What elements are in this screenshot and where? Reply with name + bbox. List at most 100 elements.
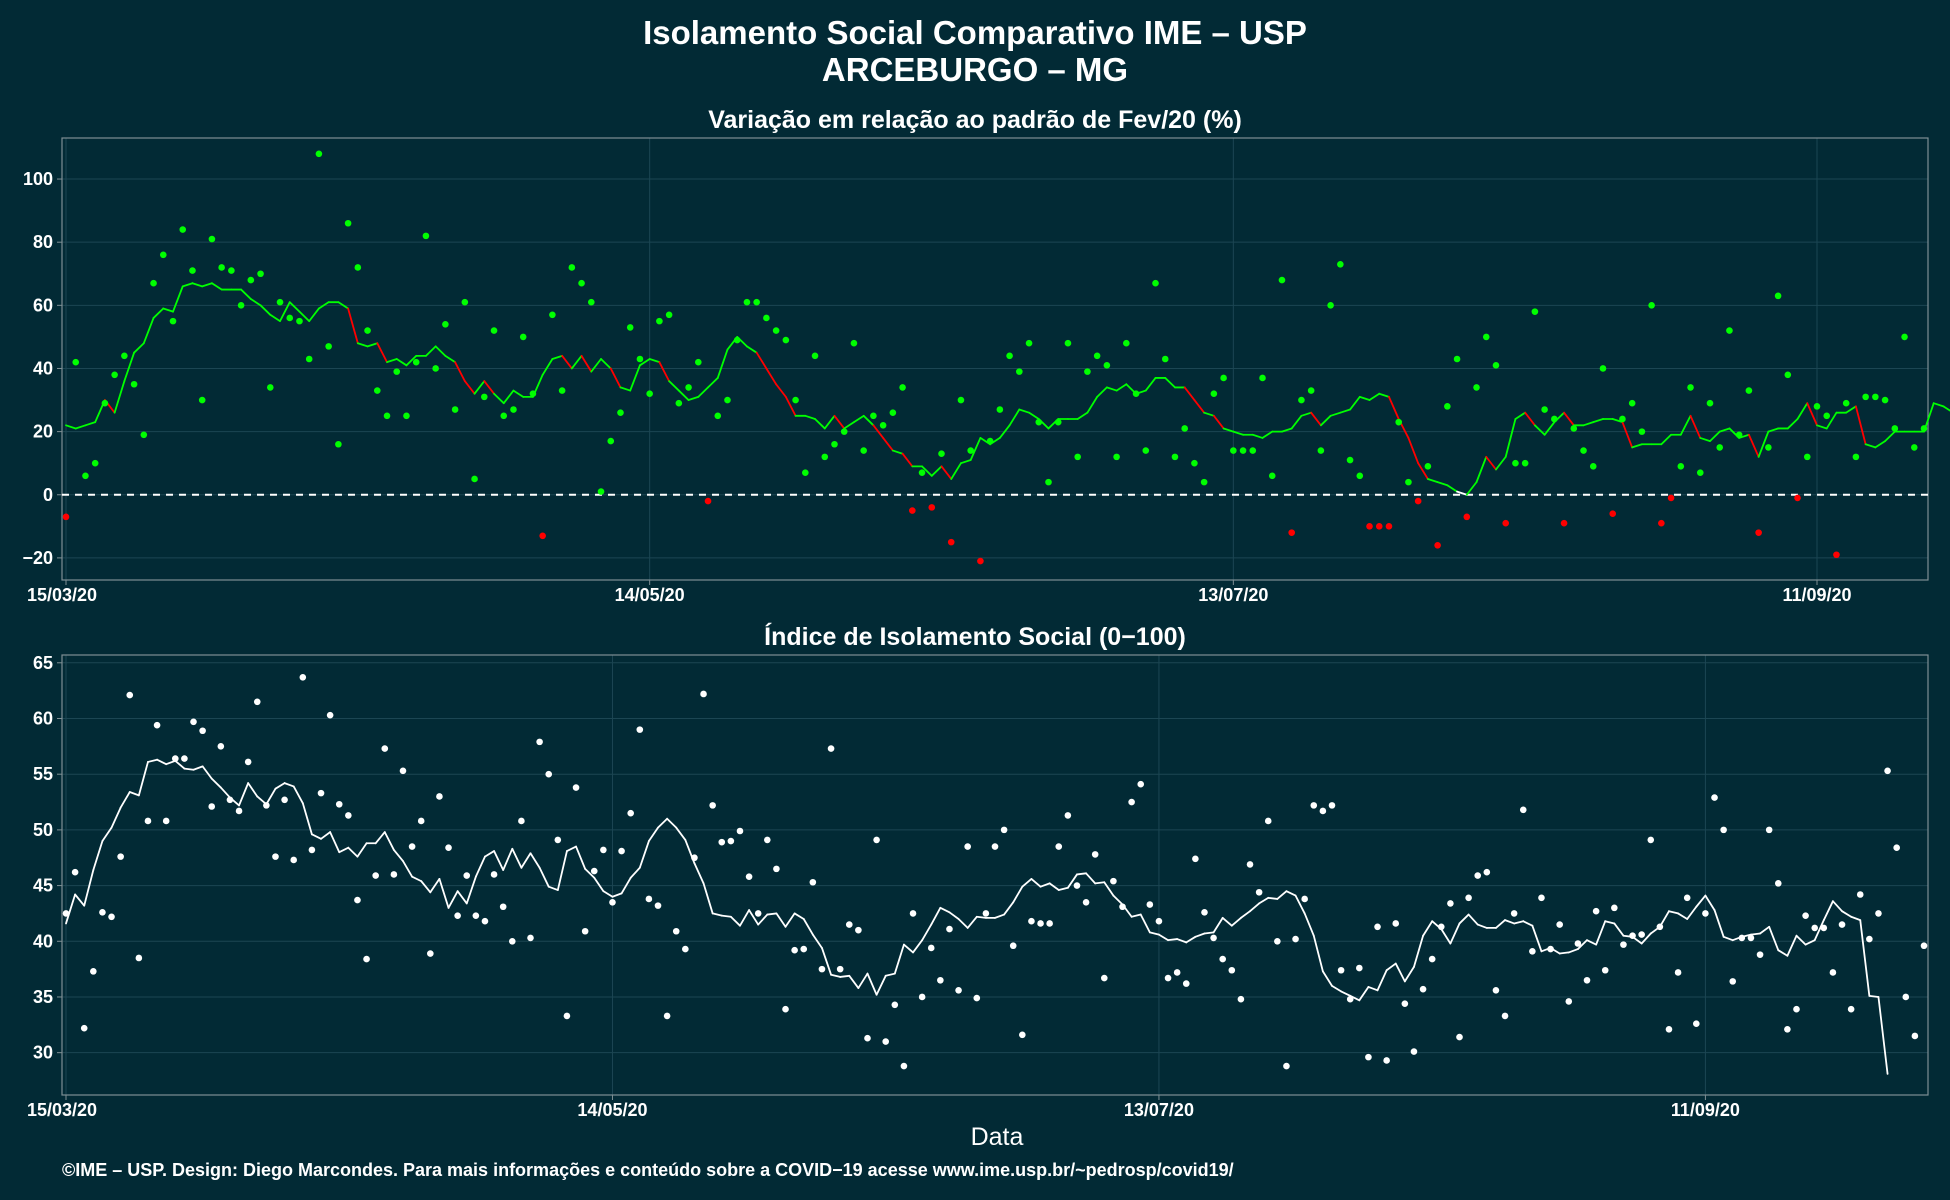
data-point [578, 279, 585, 287]
data-point [1711, 794, 1718, 801]
trend-line-segment [1563, 411, 1575, 427]
trend-line-segment [1582, 421, 1595, 427]
trend-line-segment [444, 354, 457, 364]
trend-line-segment [566, 845, 577, 852]
data-point [1473, 384, 1480, 391]
data-point [665, 311, 673, 319]
data-point [527, 934, 534, 942]
data-point [217, 743, 225, 750]
trend-line-segment [1385, 962, 1397, 972]
data-point [656, 317, 663, 325]
data-point [1035, 418, 1043, 426]
trend-line-segment [1446, 484, 1458, 493]
data-point [1025, 339, 1033, 347]
y-tick-label: 50 [33, 820, 53, 840]
data-point [1620, 941, 1627, 948]
data-point [1592, 907, 1600, 915]
data-point [1356, 472, 1364, 480]
trend-line-segment [1748, 433, 1760, 458]
data-point [860, 447, 867, 454]
data-point [617, 409, 624, 416]
data-point [393, 368, 401, 375]
trend-line-segment [960, 459, 972, 465]
data-point [1638, 931, 1645, 938]
data-point [909, 507, 916, 514]
data-point [1823, 412, 1831, 420]
y-tick-label: 65 [33, 653, 53, 673]
data-point [1264, 817, 1272, 825]
data-point [1239, 447, 1247, 454]
data-point [1419, 985, 1427, 993]
trend-line-segment [556, 850, 568, 891]
trend-line-segment [192, 765, 204, 771]
data-point [590, 867, 598, 875]
data-point [1784, 371, 1792, 379]
trend-line-segment [156, 758, 168, 766]
trend-line-segment [269, 313, 281, 323]
trend-line-segment [283, 782, 295, 788]
data-point [190, 718, 197, 726]
data-point [609, 898, 616, 906]
trend-line-segment [814, 418, 826, 430]
trend-line-segment [1806, 402, 1818, 427]
data-point [171, 755, 179, 762]
trend-line-segment [872, 424, 885, 439]
data-point [1696, 469, 1704, 476]
data-point [1852, 453, 1860, 461]
trend-line-segment [113, 380, 126, 414]
data-point [1638, 428, 1646, 435]
data-point [1774, 880, 1782, 887]
trend-line-segment [183, 767, 195, 771]
data-point [1255, 888, 1263, 896]
trend-line-segment [1514, 411, 1527, 420]
data-point [955, 986, 962, 994]
trend-line-segment [1222, 427, 1235, 433]
trend-line-segment [1786, 934, 1798, 957]
y-tick-label: 40 [33, 358, 53, 378]
trend-line-segment [128, 791, 140, 797]
data-point [529, 390, 537, 398]
trend-line-segment [848, 974, 860, 989]
data-point [645, 895, 653, 903]
data-point [675, 399, 683, 407]
data-point [159, 251, 167, 259]
trend-line-segment [1558, 951, 1570, 955]
data-point [1829, 969, 1837, 976]
data-point [1161, 355, 1169, 363]
data-point [480, 393, 488, 401]
data-point [899, 384, 906, 391]
data-point [1155, 917, 1163, 925]
data-point [481, 917, 489, 925]
trend-line-segment [1368, 392, 1381, 401]
data-point [977, 557, 984, 565]
data-point [1521, 459, 1529, 467]
data-point [1405, 478, 1412, 486]
data-point [445, 844, 452, 852]
trend-line-segment [133, 342, 145, 354]
trend-line-segment [1531, 924, 1543, 953]
trend-line-segment [83, 869, 95, 907]
trend-line-segment [1850, 915, 1862, 922]
trend-line-segment [1018, 408, 1030, 414]
trend-line-segment [1310, 411, 1322, 427]
data-point [432, 365, 439, 372]
trend-line-segment [1285, 890, 1297, 897]
trend-line-segment [765, 367, 778, 386]
trend-line-segment [998, 424, 1011, 439]
data-point [408, 843, 416, 850]
trend-line-segment [374, 831, 386, 845]
data-point [101, 399, 109, 407]
trend-line-segment [1021, 877, 1033, 888]
trend-line-segment [1376, 969, 1388, 992]
x-axis-label: Data [971, 1123, 1024, 1151]
data-point [1046, 920, 1053, 927]
trend-line-segment [1458, 913, 1470, 925]
trend-line-segment [1524, 411, 1536, 427]
data-point [1609, 510, 1617, 517]
trend-line-segment [648, 826, 659, 842]
data-point [900, 1062, 908, 1070]
data-point [1726, 327, 1733, 334]
trend-line-segment [1164, 377, 1176, 389]
trend-line-segment [570, 354, 583, 370]
